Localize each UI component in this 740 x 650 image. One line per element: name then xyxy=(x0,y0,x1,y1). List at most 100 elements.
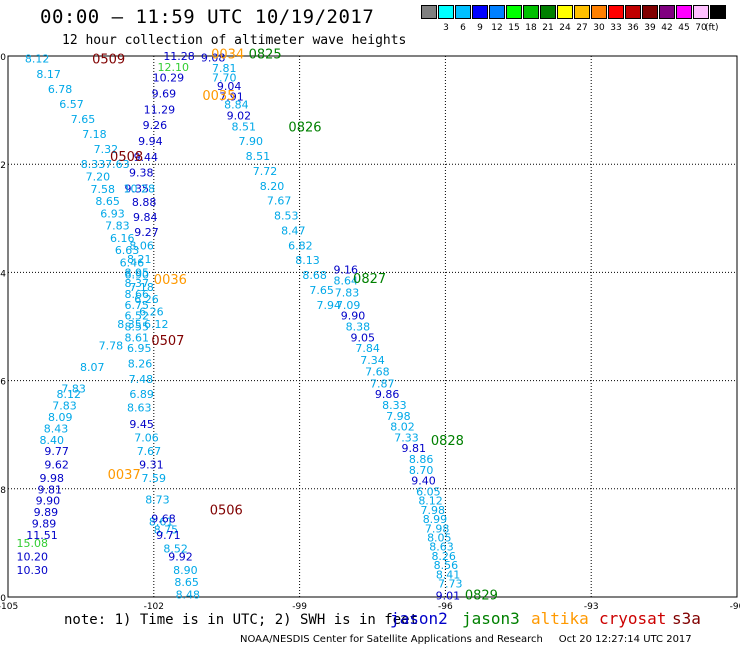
wave-height-value: 6.95 xyxy=(127,342,152,355)
wave-height-value: 9.44 xyxy=(134,151,159,164)
wave-height-value: 11.51 xyxy=(26,529,58,542)
color-scale-label: 9 xyxy=(477,23,483,33)
pass-number-label: 0035 xyxy=(202,89,235,104)
wave-height-value: 9.01 xyxy=(436,589,461,602)
color-swatch-17 xyxy=(710,5,726,19)
wave-height-value: 10.28 xyxy=(123,183,155,196)
wave-height-value: 8.52 xyxy=(163,542,188,555)
wave-height-value: 7.09 xyxy=(336,299,361,312)
color-scale-label: 36 xyxy=(627,23,639,33)
wave-height-value: 15.08 xyxy=(17,537,49,550)
credit-line: NOAA/NESDIS Center for Satellite Applica… xyxy=(240,634,692,645)
legend-jason2: jason2 xyxy=(390,609,448,628)
wave-height-value: 9.68 xyxy=(151,513,176,526)
wave-height-value: 8.26 xyxy=(431,550,456,563)
wave-height-value: 8.43 xyxy=(44,423,69,436)
legend-cryosat: cryosat xyxy=(599,609,667,628)
pass-number-label: 0827 xyxy=(353,272,386,287)
pass-number-label: 0507 xyxy=(151,334,184,349)
lat-tick-label: -28 xyxy=(0,486,6,496)
wave-height-value: 9.86 xyxy=(375,388,400,401)
wave-height-value: 6.90 xyxy=(125,269,150,282)
lon-tick-label: -99 xyxy=(292,602,307,612)
color-swatch-5 xyxy=(506,5,522,19)
wave-height-value: 7.83 xyxy=(335,287,360,300)
wave-height-value: 8.33 xyxy=(81,158,106,171)
wave-height-value: 8.86 xyxy=(409,453,434,466)
wave-height-value: 6.82 xyxy=(288,239,313,252)
wave-height-value: 8.07 xyxy=(80,361,105,374)
wave-height-value: 6.16 xyxy=(110,232,135,245)
wave-height-value: 8.41 xyxy=(436,568,461,581)
color-swatch-0 xyxy=(421,5,437,19)
lon-tick-label: -93 xyxy=(584,602,599,612)
wave-height-value: 8.12 xyxy=(25,53,50,66)
wave-height-value: 9.81 xyxy=(38,483,63,496)
color-scale-label: 12 xyxy=(491,23,503,33)
wave-height-value: 8.99 xyxy=(423,513,448,526)
color-scale-label: 70 xyxy=(695,23,707,33)
pass-number-label: 0506 xyxy=(210,503,243,518)
wave-height-value: 7.87 xyxy=(370,377,395,390)
color-scale-label: 15 xyxy=(508,23,520,33)
wave-height-value: 9.90 xyxy=(341,310,366,323)
wave-height-value: 8.48 xyxy=(176,588,201,601)
wave-height-value: 9.35 xyxy=(125,183,150,196)
wave-height-value: 9.92 xyxy=(168,550,193,563)
color-scale-label: 27 xyxy=(576,23,588,33)
wave-height-value: 9.62 xyxy=(44,458,69,471)
wave-height-value: 8.61 xyxy=(125,331,150,344)
wave-height-value: 8.35 xyxy=(117,318,142,331)
wave-height-value: 9.05 xyxy=(351,331,376,344)
color-swatch-9 xyxy=(574,5,590,19)
wave-height-value: 8.40 xyxy=(39,434,64,447)
wave-height-value: 6.75 xyxy=(125,299,150,312)
wave-height-value: 9.45 xyxy=(129,418,154,431)
wave-height-value: 6.93 xyxy=(100,207,125,220)
color-scale-unit: (ft) xyxy=(705,23,719,33)
legend-s3a: s3a xyxy=(672,609,701,628)
color-swatch-2 xyxy=(455,5,471,19)
wave-height-value: 10.20 xyxy=(17,550,49,563)
wave-height-value: 8.26 xyxy=(128,357,153,370)
color-swatch-6 xyxy=(523,5,539,19)
color-scale-label: 3 xyxy=(443,23,449,33)
wave-height-value: 8.17 xyxy=(36,68,61,81)
wave-height-value: 6.89 xyxy=(129,388,154,401)
wave-height-value: 7.06 xyxy=(134,431,159,444)
wave-height-value: 9.31 xyxy=(139,458,164,471)
pass-number-label: 0036 xyxy=(154,273,187,288)
wave-height-value: 7.34 xyxy=(360,354,385,367)
color-swatch-12 xyxy=(625,5,641,19)
wave-height-value: 8.06 xyxy=(129,239,154,252)
color-scale-label: 42 xyxy=(661,23,673,33)
lat-tick-label: -24 xyxy=(0,269,6,279)
wave-height-value: 8.84 xyxy=(224,99,249,112)
wave-height-value: 7.91 xyxy=(219,91,244,104)
wave-height-value: 9.98 xyxy=(39,472,64,485)
wave-height-value: 8.56 xyxy=(434,559,459,572)
wave-height-value: 7.58 xyxy=(91,183,116,196)
wave-height-value: 6.78 xyxy=(48,83,73,96)
wave-height-value: 8.21 xyxy=(127,253,152,266)
page-subtitle: 12 hour collection of altimeter wave hei… xyxy=(62,33,407,48)
wave-height-value: 11.28 xyxy=(163,50,195,63)
wave-height-value: 9.90 xyxy=(36,495,61,508)
lon-tick-label: -96 xyxy=(438,602,453,612)
wave-height-value: 7.84 xyxy=(355,342,380,355)
lat-tick-label: -30 xyxy=(0,594,6,604)
wave-height-value: 8.53 xyxy=(274,210,299,223)
wave-height-value: 7.67 xyxy=(137,445,162,458)
wave-height-value: 9.40 xyxy=(411,475,436,488)
color-swatch-15 xyxy=(676,5,692,19)
wave-height-value: 7.33 xyxy=(394,431,419,444)
color-scale-label: 45 xyxy=(678,23,690,33)
wave-height-value: 7.98 xyxy=(425,522,450,535)
lon-tick-label: -102 xyxy=(144,602,164,612)
wave-height-value: 7.83 xyxy=(61,383,86,396)
wave-height-value: 8.20 xyxy=(260,180,285,193)
wave-height-value: 8.09 xyxy=(48,411,73,424)
color-swatch-1 xyxy=(438,5,454,19)
wave-height-value: 8.37 xyxy=(125,277,150,290)
